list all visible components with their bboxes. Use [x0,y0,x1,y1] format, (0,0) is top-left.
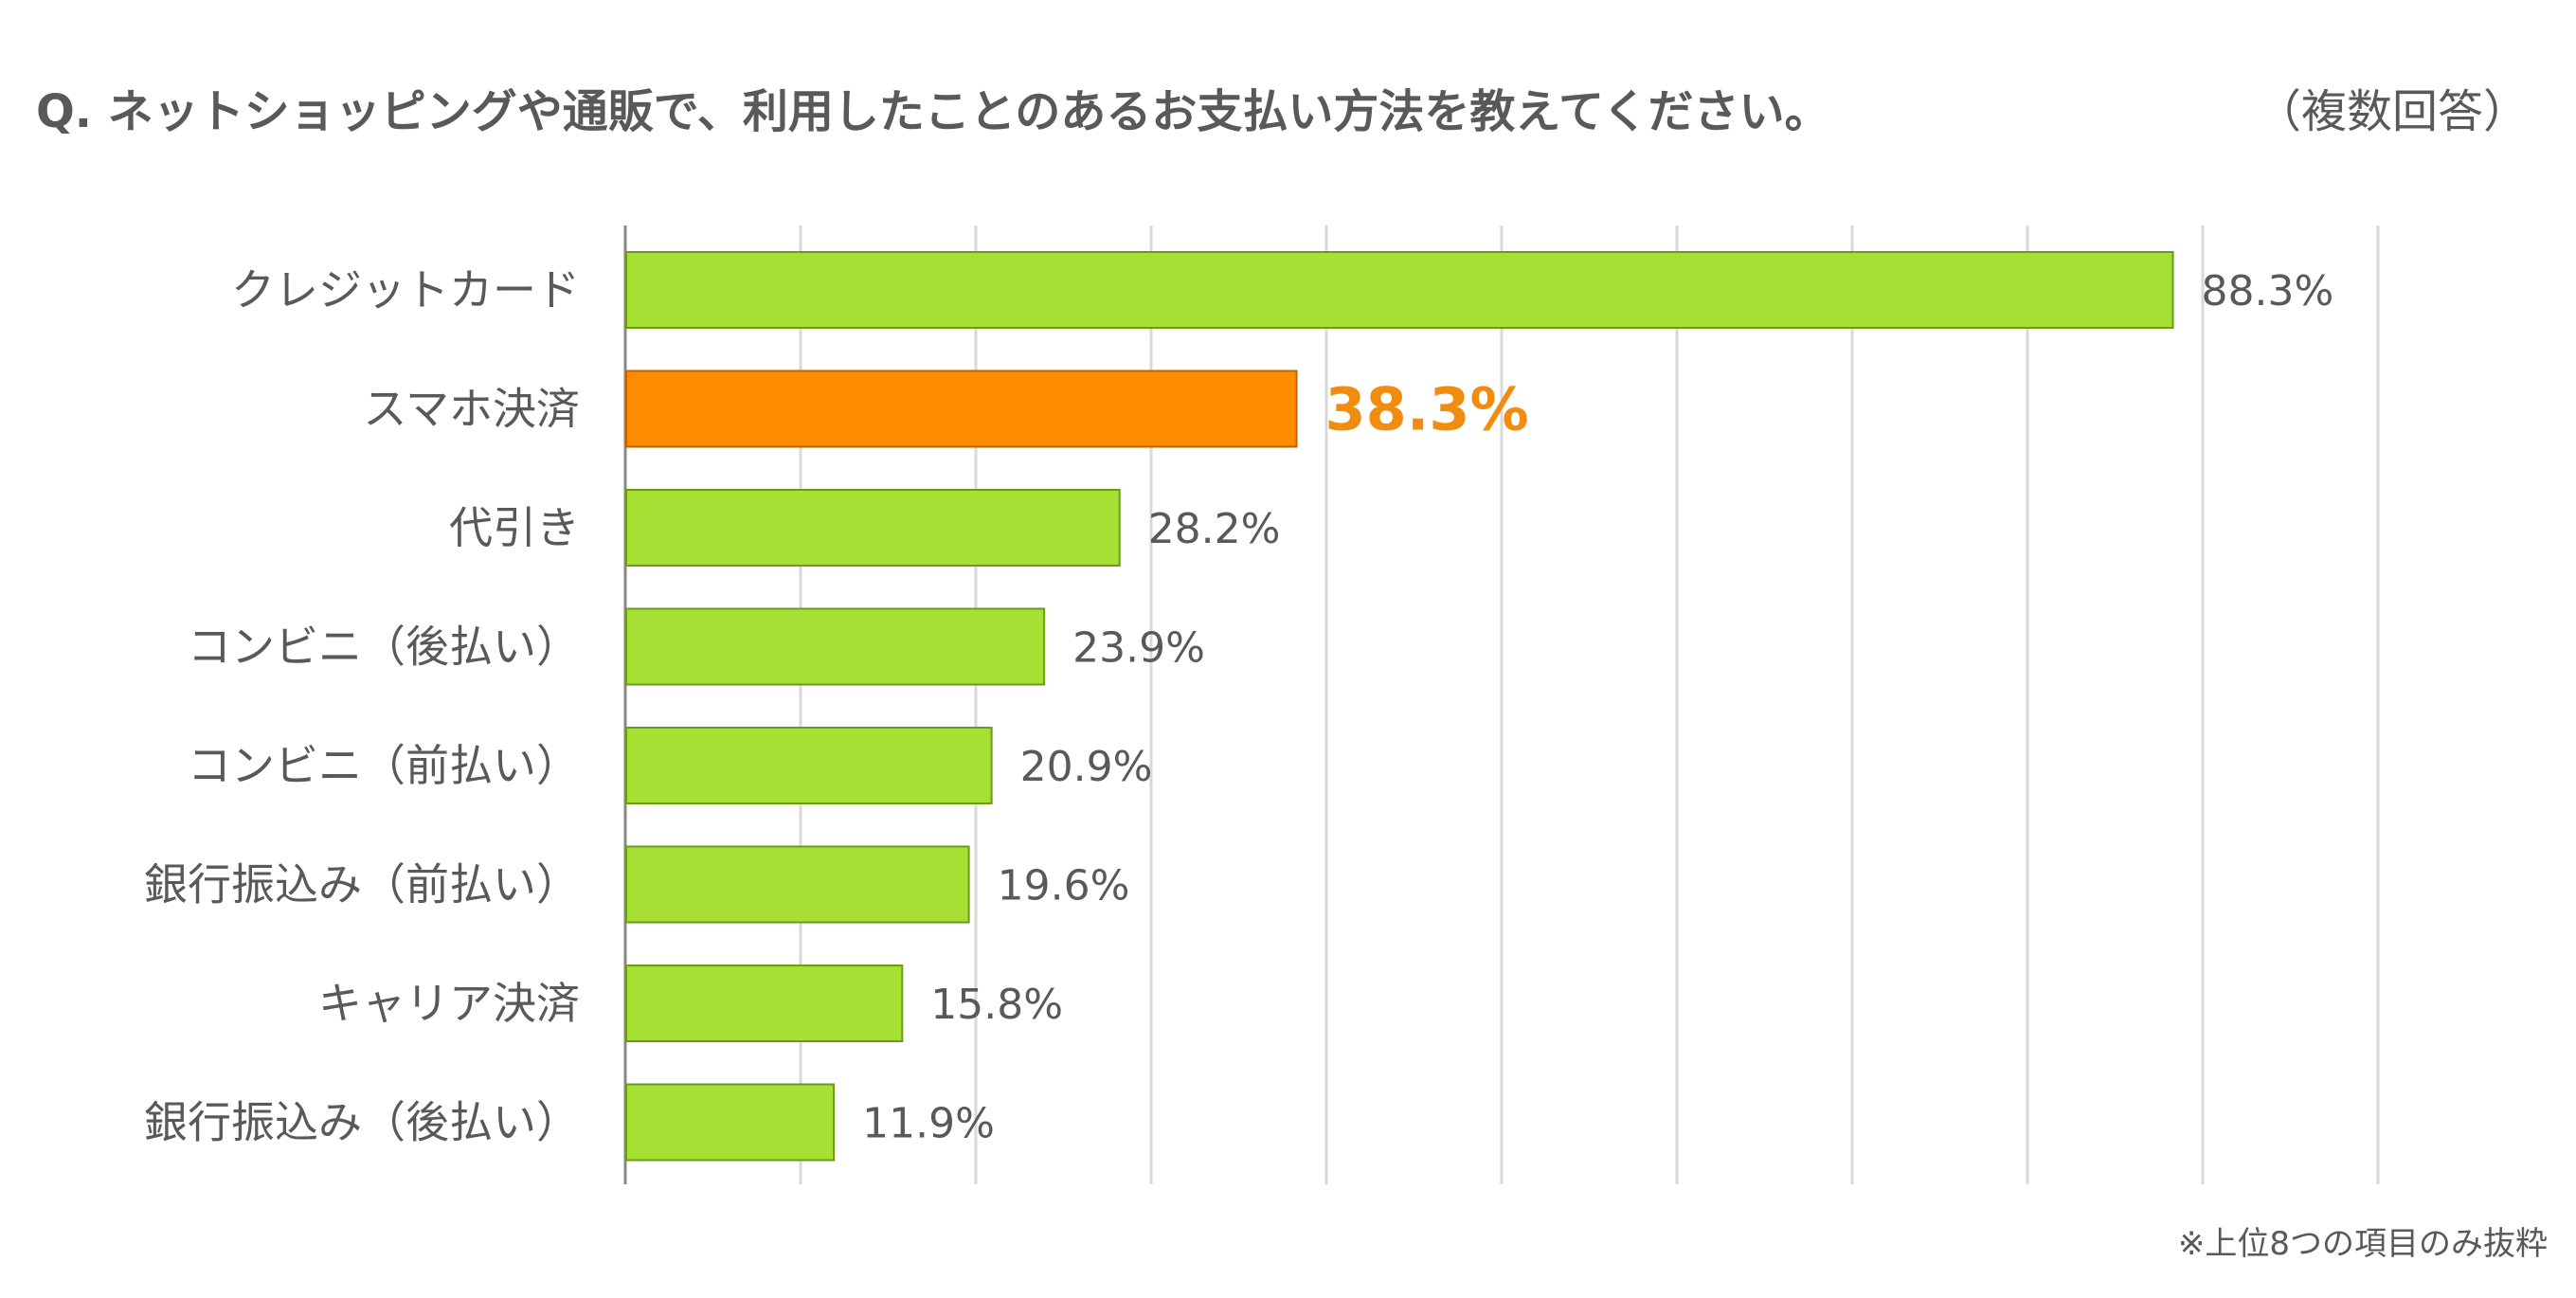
category-label: コンビニ（前払い） [188,740,580,791]
category-label: 代引き [449,502,580,553]
category-label: クレジットカード [231,264,580,315]
bar-highlight [625,370,1298,448]
category-label: 銀行振込み（後払い） [144,1097,580,1148]
bar [625,1083,836,1162]
bar [625,251,2174,329]
category-label: 銀行振込み（前払い） [144,859,580,910]
footnote: ※上位8つの項目のみ抜粋 [2177,1225,2548,1263]
data-label-highlight: 38.3% [1325,375,1529,444]
chart-title: Q. ネットショッピングや通販で、利用したことのあるお支払い方法を教えてください… [36,85,1830,138]
bar [625,845,970,924]
data-label: 23.9% [1072,624,1205,673]
category-label: キャリア決済 [318,978,580,1029]
bar [625,964,904,1042]
data-label: 88.3% [2202,267,2334,315]
bar [625,607,1046,686]
category-label: スマホ決済 [363,384,580,435]
data-label: 19.6% [998,862,1130,910]
data-label: 20.9% [1020,743,1153,791]
multiple-answer-note: （複数回答） [2255,85,2529,138]
category-label: コンビニ（後払い） [188,622,580,673]
bar [625,727,993,804]
data-label: 28.2% [1148,505,1281,553]
data-label: 11.9% [862,1100,995,1148]
data-label: 15.8% [930,981,1063,1029]
bar [625,489,1121,567]
